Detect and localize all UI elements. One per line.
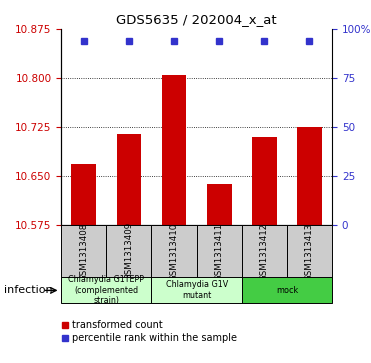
Text: GSM1313413: GSM1313413 [305, 222, 314, 281]
Bar [242, 225, 287, 278]
Bar [61, 225, 106, 278]
Text: transformed count: transformed count [72, 320, 163, 330]
Bar [116, 134, 141, 225]
Text: GSM1313409: GSM1313409 [124, 222, 134, 281]
Bar [162, 75, 187, 225]
Text: GSM1313412: GSM1313412 [260, 222, 269, 281]
Text: GSM1313411: GSM1313411 [215, 222, 224, 281]
Title: GDS5635 / 202004_x_at: GDS5635 / 202004_x_at [116, 13, 277, 26]
Text: percentile rank within the sample: percentile rank within the sample [72, 333, 237, 343]
Bar [252, 137, 277, 225]
Bar [242, 277, 332, 303]
Text: GSM1313410: GSM1313410 [170, 222, 178, 281]
Bar [297, 127, 322, 225]
Bar [106, 225, 151, 278]
Bar [287, 225, 332, 278]
Bar [197, 225, 242, 278]
Bar [151, 225, 197, 278]
Text: Chlamydia G1V
mutant: Chlamydia G1V mutant [165, 280, 228, 300]
Bar [151, 277, 242, 303]
Bar [207, 184, 232, 225]
Text: GSM1313408: GSM1313408 [79, 222, 88, 281]
Bar [71, 164, 96, 225]
Text: infection: infection [4, 285, 52, 295]
Bar [61, 277, 151, 303]
Text: Chlamydia G1TEPP
(complemented
strain): Chlamydia G1TEPP (complemented strain) [68, 275, 144, 305]
Text: mock: mock [276, 286, 298, 294]
